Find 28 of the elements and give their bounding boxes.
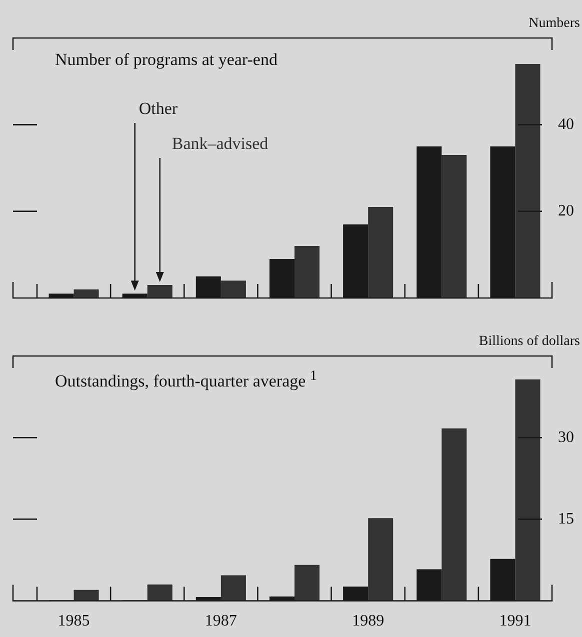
bar (442, 155, 467, 298)
text: Bank–advised (172, 134, 268, 154)
y-tick-label: 15 (558, 510, 574, 528)
y-axis-title: Numbers (528, 16, 580, 32)
bar (442, 428, 467, 601)
bar (74, 590, 99, 601)
bar (515, 64, 540, 298)
y-tick-label: 30 (558, 428, 574, 446)
x-tick-label: 1987 (204, 612, 237, 630)
text: Other (138, 99, 178, 119)
bar (515, 379, 540, 601)
bar (147, 584, 172, 601)
bar (294, 564, 320, 601)
bar (74, 289, 99, 298)
y-tick-label: 20 (558, 202, 574, 220)
y-axis-title: Billions of dollars (478, 334, 580, 350)
x-tick-label: 1985 (58, 612, 90, 630)
bar (220, 280, 246, 298)
bar (368, 207, 394, 298)
text: Number of programs at year-end (55, 50, 278, 70)
x-tick-label: 1989 (352, 612, 384, 630)
y-tick-label: 40 (558, 116, 574, 133)
bar (294, 246, 320, 298)
x-tick-label: 1991 (499, 612, 532, 630)
text: Outstandings, fourth-quarter average $^{1}$ (55, 368, 317, 392)
bar (220, 575, 246, 601)
bar (147, 285, 172, 298)
bar (368, 518, 394, 601)
